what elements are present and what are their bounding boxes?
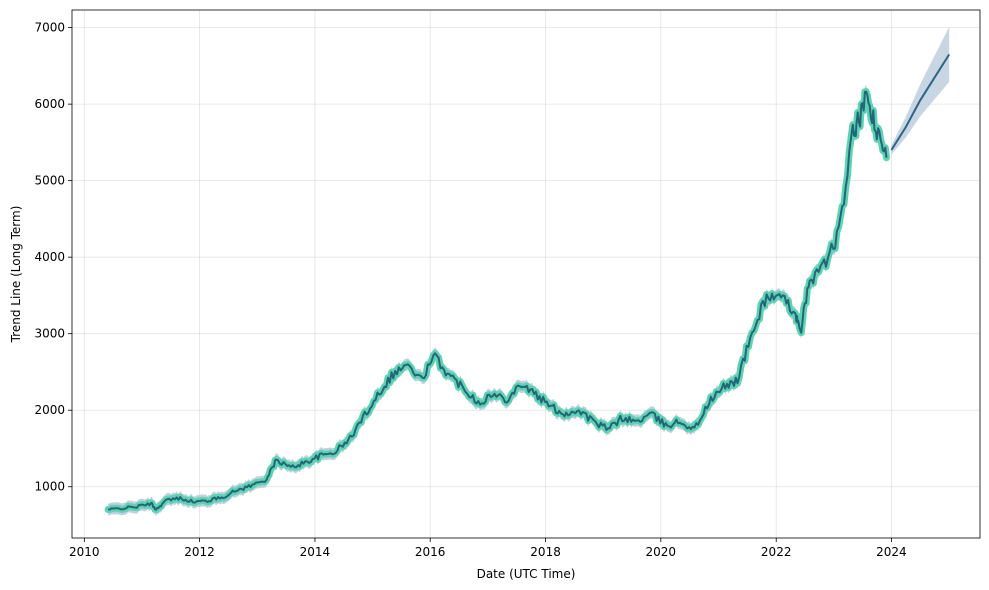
y-tick-label: 3000 xyxy=(34,327,65,341)
y-tick-label: 1000 xyxy=(34,480,65,494)
series-lines xyxy=(104,53,951,514)
historical-trend-line xyxy=(108,90,888,511)
x-tick-label: 2024 xyxy=(876,545,907,559)
y-tick-label: 6000 xyxy=(34,97,65,111)
y-tick-label: 2000 xyxy=(34,403,65,417)
x-tick-label: 2018 xyxy=(530,545,561,559)
forecast-confidence-band xyxy=(891,26,950,155)
x-axis-ticks: 2010 2012 2014 2016 2018 2020 2022 2024 xyxy=(69,538,907,559)
y-axis-ticks: 1000 2000 3000 4000 5000 6000 7000 xyxy=(34,21,72,494)
x-axis-label: Date (UTC Time) xyxy=(477,567,576,581)
y-tick-label: 7000 xyxy=(34,21,65,35)
y-tick-label: 4000 xyxy=(34,250,65,264)
x-tick-label: 2010 xyxy=(69,545,100,559)
x-tick-label: 2020 xyxy=(646,545,677,559)
x-tick-label: 2022 xyxy=(761,545,792,559)
y-axis-label: Trend Line (Long Term) xyxy=(9,206,23,344)
y-tick-label: 5000 xyxy=(34,174,65,188)
forecast-line xyxy=(890,53,951,151)
x-tick-label: 2014 xyxy=(300,545,331,559)
confidence-bands xyxy=(108,26,950,516)
x-tick-label: 2012 xyxy=(184,545,215,559)
x-tick-label: 2016 xyxy=(415,545,446,559)
grid xyxy=(72,10,980,538)
plot-frame xyxy=(71,9,981,539)
